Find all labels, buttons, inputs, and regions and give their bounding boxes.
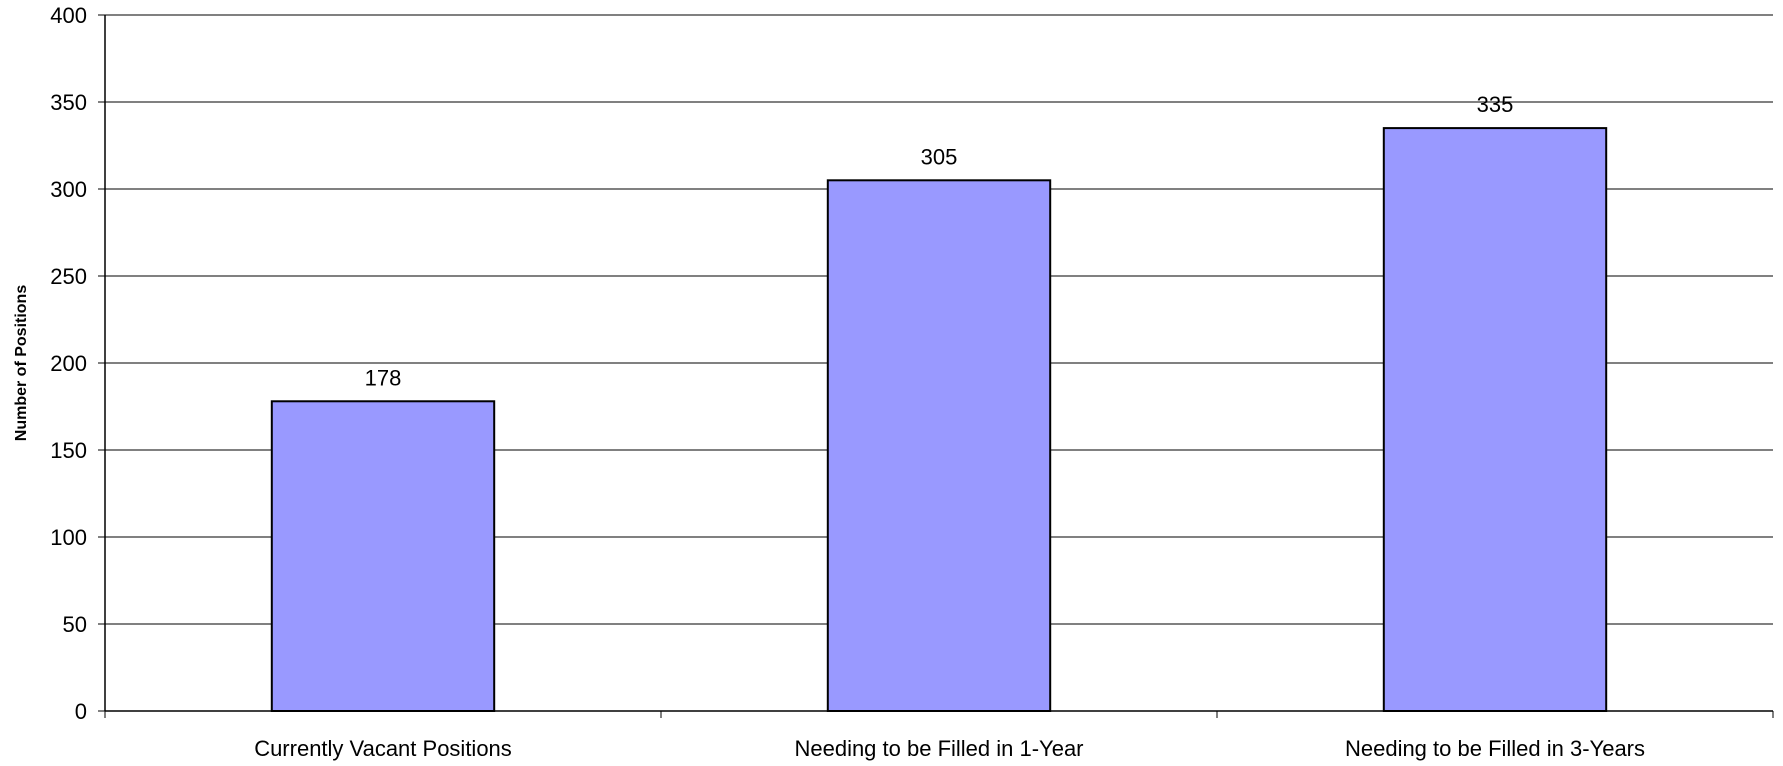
y-tick-label: 400 [50, 3, 87, 28]
bar-data-label: 305 [921, 144, 958, 169]
category-labels: Currently Vacant Positions Needing to be … [254, 736, 1645, 761]
bars [270, 127, 1608, 713]
y-tick-label: 100 [50, 525, 87, 550]
y-tick-label: 250 [50, 264, 87, 289]
y-tick-label: 50 [63, 612, 87, 637]
bar-data-label: 335 [1477, 92, 1514, 117]
bar-data-label: 178 [365, 365, 402, 390]
y-tick-label: 350 [50, 90, 87, 115]
x-category-label: Needing to be Filled in 1-Year [794, 736, 1083, 761]
x-category-label: Currently Vacant Positions [254, 736, 512, 761]
bar [826, 179, 1052, 713]
bar [1382, 127, 1608, 713]
y-tick-labels: 0 50 100 150 200 250 300 350 400 [50, 3, 87, 724]
y-tick-label: 0 [75, 699, 87, 724]
data-labels: 178 305 335 [365, 92, 1514, 390]
axes [98, 14, 1774, 718]
x-category-label: Needing to be Filled in 3-Years [1345, 736, 1645, 761]
bar [270, 400, 496, 712]
y-axis-title: Number of Positions [13, 285, 30, 442]
y-tick-label: 150 [50, 438, 87, 463]
y-tick-label: 200 [50, 351, 87, 376]
y-tick-label: 300 [50, 177, 87, 202]
